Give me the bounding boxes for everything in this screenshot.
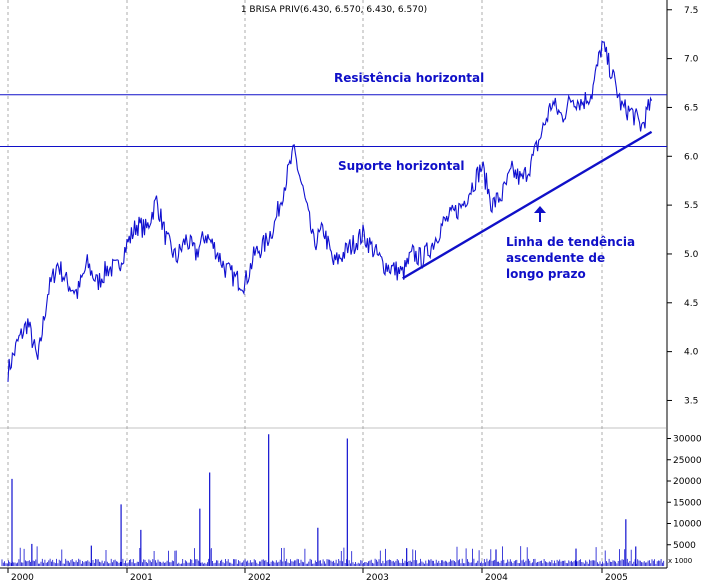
chart-title: 1 BRISA PRIV(6.430, 6.570, 6.430, 6.570) <box>241 5 427 15</box>
trend-arrow-head <box>534 206 546 213</box>
resistance-label: Resistência horizontal <box>334 71 484 85</box>
annotations: Resistência horizontal Suporte horizontal… <box>334 71 635 281</box>
trend-label-line3: longo prazo <box>506 267 586 281</box>
x-tick-label: 2005 <box>605 573 628 582</box>
x-tick-label: 2003 <box>366 573 389 582</box>
volume-tick-label: 20000 <box>673 477 702 487</box>
volume-series <box>1 434 665 566</box>
price-tick-label: 7.5 <box>684 6 698 16</box>
x-tick-label: 2001 <box>130 573 153 582</box>
trend-line <box>402 130 653 280</box>
support-label: Suporte horizontal <box>338 159 465 173</box>
price-tick-label: 4.5 <box>684 299 698 309</box>
price-tick-label: 6.5 <box>684 103 698 113</box>
horizontal-levels <box>0 94 667 148</box>
volume-tick-label: 25000 <box>673 456 702 466</box>
trend-label-line1: Linha de tendência <box>506 235 635 249</box>
volume-tick-label: 30000 <box>673 435 702 445</box>
price-series <box>7 40 653 382</box>
price-tick-label: 4.0 <box>684 348 699 358</box>
volume-unit-label: x 1000 <box>668 557 692 565</box>
price-tick-label: 5.5 <box>684 201 698 211</box>
trend-line-group <box>402 130 653 280</box>
price-tick-label: 7.0 <box>684 55 699 65</box>
price-axis-ticks: 3.5 4.0 4.5 5.0 5.5 6.0 6.5 7.0 7.5 <box>667 6 699 406</box>
price-tick-label: 5.0 <box>684 250 699 260</box>
price-line <box>7 40 653 382</box>
volume-bars <box>1 546 665 566</box>
x-axis-ticks: 2000 2001 2002 2003 2004 2005 <box>7 568 628 582</box>
x-tick-label: 2004 <box>485 573 508 582</box>
trend-label-line2: ascendente de <box>506 251 605 265</box>
x-tick-label: 2000 <box>11 573 34 582</box>
volume-tick-label: 5000 <box>673 541 696 551</box>
volume-tick-label: 15000 <box>673 498 702 508</box>
volume-axis-ticks: 5000 10000 15000 20000 25000 30000 <box>667 435 702 551</box>
x-tick-label: 2002 <box>248 573 271 582</box>
price-tick-label: 6.0 <box>684 152 699 162</box>
price-tick-label: 3.5 <box>684 396 698 406</box>
volume-tick-label: 10000 <box>673 520 702 530</box>
